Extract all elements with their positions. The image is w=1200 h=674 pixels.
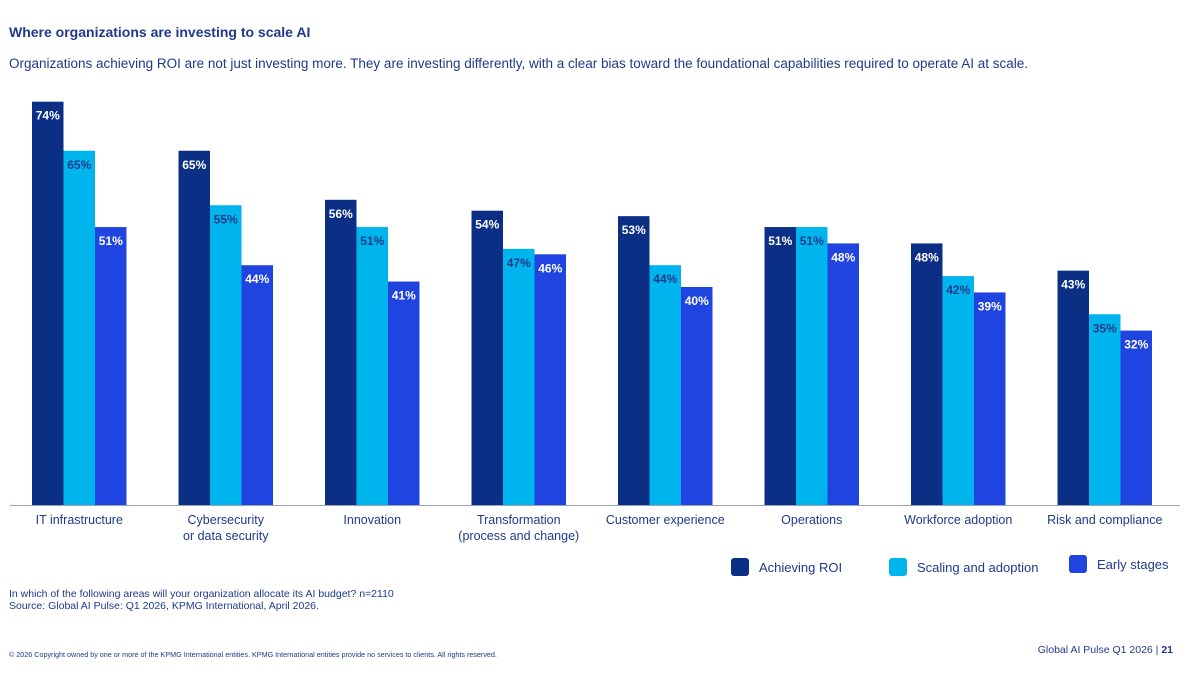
legend-swatch-scaling-adoption: [889, 558, 907, 576]
footnote: In which of the following areas will you…: [9, 588, 394, 612]
category-label: or data security: [183, 529, 269, 543]
bar: [1120, 330, 1152, 505]
category-label: Operations: [781, 513, 842, 527]
legend-label-early-stages: Early stages: [1097, 556, 1169, 572]
legend-label-scaling-adoption: Scaling and adoption: [917, 559, 1039, 575]
legend-item-scaling-adoption: Scaling and adoption: [889, 558, 1038, 576]
data-label: 51%: [99, 234, 123, 248]
data-label: 43%: [1061, 278, 1085, 292]
category-label: Cybersecurity: [188, 513, 265, 527]
bar: [388, 281, 420, 505]
category-label: IT infrastructure: [36, 513, 123, 527]
bar: [63, 150, 95, 505]
data-label: 55%: [214, 212, 238, 226]
data-label: 44%: [245, 272, 269, 286]
bar: [241, 265, 273, 505]
page-footer-label: Global AI Pulse Q1 2026 | 21: [1038, 644, 1173, 656]
data-label: 40%: [685, 294, 709, 308]
copyright-notice: © 2026 Copyright owned by one or more of…: [9, 650, 497, 659]
bar: [764, 227, 796, 506]
bar: [471, 210, 503, 505]
category-label: Risk and compliance: [1047, 513, 1162, 527]
bar: [178, 150, 210, 505]
data-label: 51%: [800, 234, 824, 248]
page-subtitle: Organizations achieving ROI are not just…: [9, 56, 1029, 71]
data-label: 74%: [36, 109, 60, 123]
legend-item-early-stages: Early stages: [1069, 555, 1169, 573]
bar: [325, 199, 357, 506]
category-label: Customer experience: [606, 513, 725, 527]
data-label: 54%: [475, 218, 499, 232]
bar: [827, 243, 859, 505]
data-label: 32%: [1124, 338, 1148, 352]
data-label: 47%: [507, 256, 531, 270]
bar: [95, 227, 127, 506]
category-label: Innovation: [343, 513, 401, 527]
survey-question: In which of the following areas will you…: [9, 588, 394, 600]
bar: [356, 227, 388, 506]
bar: [649, 265, 681, 505]
bar: [681, 287, 713, 505]
page-number: 21: [1161, 644, 1173, 656]
category-label: (process and change): [458, 529, 579, 543]
legend-swatch-achieving-roi: [731, 558, 749, 576]
bar: [210, 205, 242, 505]
category-label: Transformation: [477, 513, 561, 527]
publication-name: Global AI Pulse Q1 2026 |: [1037, 644, 1159, 656]
data-label: 42%: [946, 283, 970, 297]
bar: [534, 254, 566, 505]
bar: [1089, 314, 1121, 505]
bar: [911, 243, 943, 505]
data-label: 65%: [182, 158, 206, 172]
legend-label-achieving-roi: Achieving ROI: [759, 559, 843, 575]
data-label: 65%: [67, 158, 91, 172]
data-label: 41%: [392, 289, 416, 303]
bar: [32, 101, 64, 505]
legend-item-achieving-roi: Achieving ROI: [731, 558, 842, 576]
data-label: 48%: [831, 250, 855, 264]
category-label: Workforce adoption: [904, 513, 1012, 527]
page-title: Where organizations are investing to sca…: [9, 24, 311, 40]
data-label: 44%: [653, 272, 677, 286]
bar: [974, 292, 1006, 505]
data-label: 53%: [622, 223, 646, 237]
data-label: 39%: [978, 299, 1002, 313]
source-note: Source: Global AI Pulse: Q1 2026, KPMG I…: [9, 600, 319, 612]
data-label: 46%: [538, 261, 562, 275]
bar: [618, 216, 650, 505]
legend-swatch-early-stages: [1069, 555, 1087, 573]
data-label: 35%: [1093, 321, 1117, 335]
data-label: 48%: [915, 250, 939, 264]
bar: [1057, 270, 1089, 505]
data-label: 51%: [768, 234, 792, 248]
bar: [503, 248, 535, 505]
data-label: 56%: [329, 207, 353, 221]
bar: [942, 276, 974, 505]
bar: [796, 227, 828, 506]
bar-chart: 74% 65% 51% IT infrastructure 65% 55% 44% Cyber…: [10, 101, 1180, 543]
data-label: 51%: [360, 234, 384, 248]
